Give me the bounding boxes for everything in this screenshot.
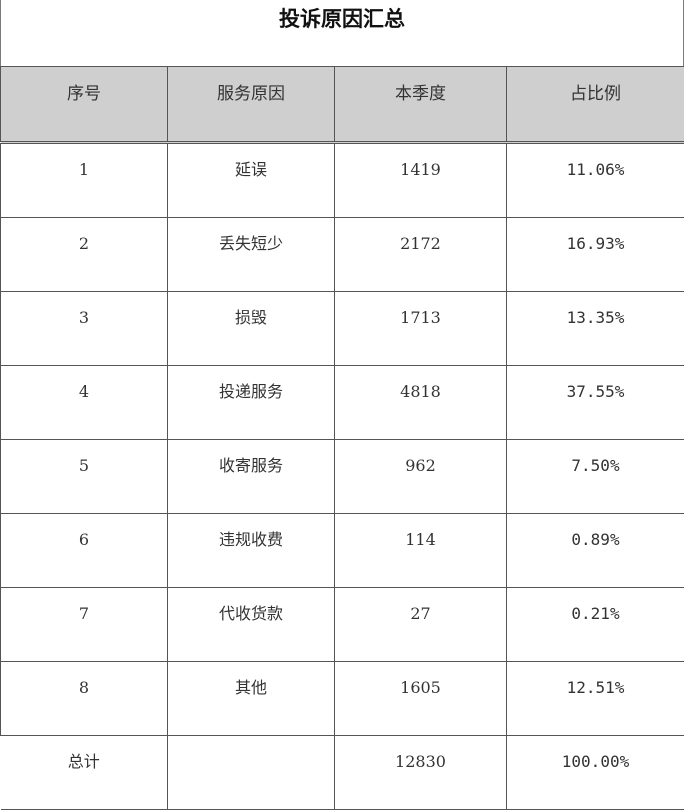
table-row: 7 代收货款 27 0.21%	[1, 588, 684, 662]
cell-ratio: 37.55%	[507, 366, 684, 440]
cell-index: 4	[1, 366, 168, 440]
total-ratio: 100.00%	[507, 736, 684, 810]
table-row: 2 丢失短少 2172 16.93%	[1, 218, 684, 292]
cell-index: 2	[1, 218, 168, 292]
cell-reason: 延误	[168, 143, 335, 218]
cell-reason: 违规收费	[168, 514, 335, 588]
cell-ratio: 11.06%	[507, 143, 684, 218]
cell-ratio: 12.51%	[507, 662, 684, 736]
header-row: 序号 服务原因 本季度 占比例	[1, 67, 684, 143]
cell-quarter: 1419	[335, 143, 507, 218]
cell-quarter: 2172	[335, 218, 507, 292]
cell-index: 6	[1, 514, 168, 588]
table-row: 6 违规收费 114 0.89%	[1, 514, 684, 588]
cell-quarter: 1713	[335, 292, 507, 366]
cell-ratio: 13.35%	[507, 292, 684, 366]
table-row: 5 收寄服务 962 7.50%	[1, 440, 684, 514]
cell-quarter: 4818	[335, 366, 507, 440]
header-ratio: 占比例	[507, 67, 684, 143]
table-row: 1 延误 1419 11.06%	[1, 143, 684, 218]
total-reason	[168, 736, 335, 810]
cell-reason: 投递服务	[168, 366, 335, 440]
header-index: 序号	[1, 67, 168, 143]
total-quarter: 12830	[335, 736, 507, 810]
table-row: 3 损毁 1713 13.35%	[1, 292, 684, 366]
cell-ratio: 16.93%	[507, 218, 684, 292]
complaint-reasons-table: 序号 服务原因 本季度 占比例 1 延误 1419 11.06% 2 丢失短少 …	[0, 66, 684, 810]
cell-quarter: 27	[335, 588, 507, 662]
cell-reason: 其他	[168, 662, 335, 736]
header-reason: 服务原因	[168, 67, 335, 143]
cell-quarter: 1605	[335, 662, 507, 736]
total-row: 总计 12830 100.00%	[1, 736, 684, 810]
cell-reason: 损毁	[168, 292, 335, 366]
cell-index: 7	[1, 588, 168, 662]
cell-reason: 收寄服务	[168, 440, 335, 514]
table-row: 8 其他 1605 12.51%	[1, 662, 684, 736]
table-row: 4 投递服务 4818 37.55%	[1, 366, 684, 440]
header-quarter: 本季度	[335, 67, 507, 143]
cell-quarter: 114	[335, 514, 507, 588]
cell-index: 5	[1, 440, 168, 514]
total-label: 总计	[1, 736, 168, 810]
cell-index: 3	[1, 292, 168, 366]
page-title: 投诉原因汇总	[0, 0, 684, 38]
cell-quarter: 962	[335, 440, 507, 514]
cell-index: 1	[1, 143, 168, 218]
cell-index: 8	[1, 662, 168, 736]
cell-reason: 丢失短少	[168, 218, 335, 292]
cell-ratio: 0.89%	[507, 514, 684, 588]
cell-ratio: 0.21%	[507, 588, 684, 662]
cell-ratio: 7.50%	[507, 440, 684, 514]
cell-reason: 代收货款	[168, 588, 335, 662]
